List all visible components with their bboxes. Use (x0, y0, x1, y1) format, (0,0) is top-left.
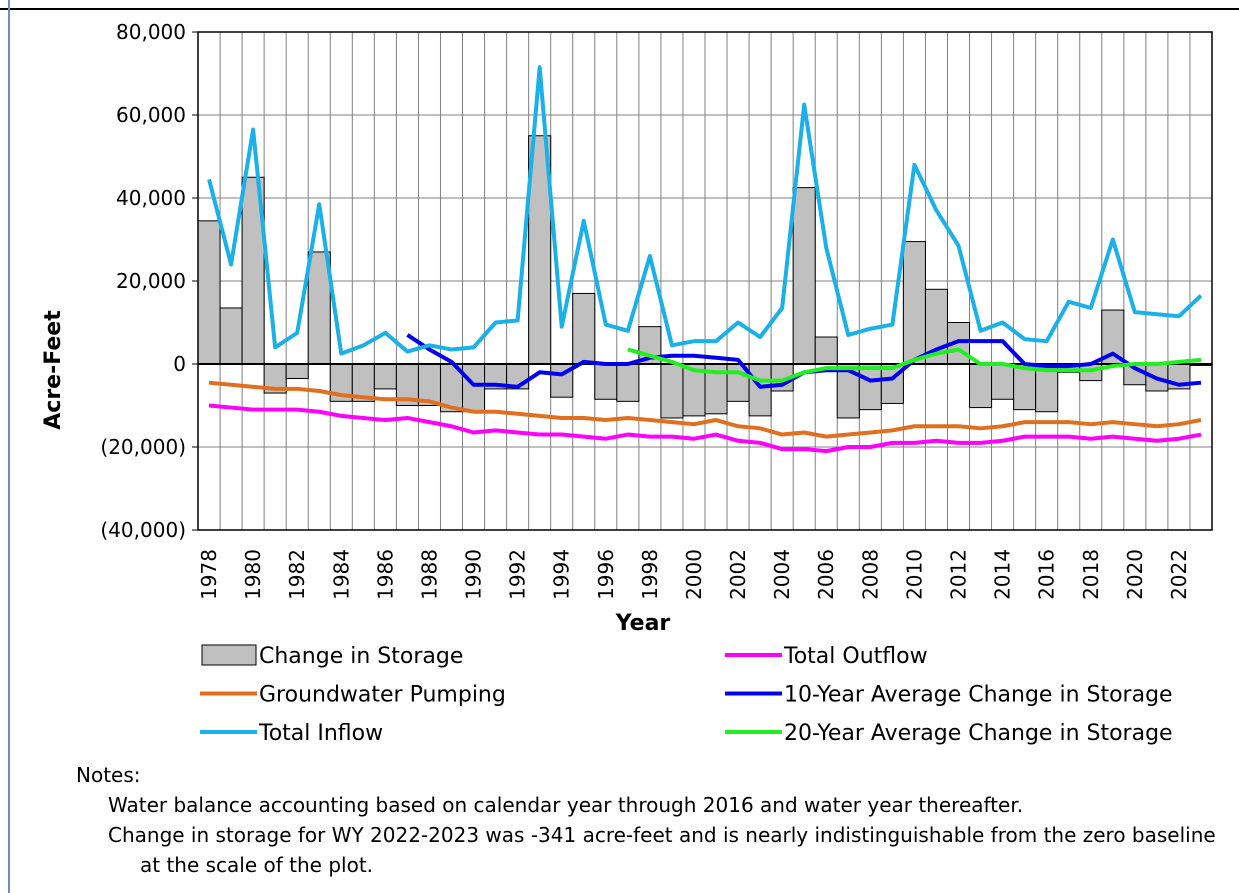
bar (991, 363, 1015, 400)
legend-swatch (201, 644, 257, 666)
notes-heading: Notes: (76, 763, 141, 787)
bar (594, 363, 618, 400)
bar (373, 363, 397, 390)
x-tick-label: 2012 (947, 549, 971, 600)
x-tick-label: 1980 (241, 549, 265, 600)
line (208, 403, 1202, 454)
line (627, 347, 1202, 383)
y-tick-label: 60,000 (116, 103, 186, 127)
bar (792, 187, 816, 365)
x-tick-label: 1992 (506, 549, 530, 600)
legend-label: Total Inflow (258, 721, 383, 746)
x-tick-label: 1982 (285, 549, 309, 600)
y-tick-label: 40,000 (116, 186, 186, 210)
x-tick-label: 2020 (1123, 549, 1147, 600)
plot-border (197, 31, 1213, 531)
x-tick-label: 2016 (1035, 549, 1059, 600)
bar (660, 363, 684, 419)
x-tick-label: 2002 (726, 549, 750, 600)
legend-label: 20-Year Average Change in Storage (784, 721, 1173, 746)
x-tick-label: 1988 (417, 549, 441, 600)
x-tick-label: 2022 (1167, 549, 1191, 600)
bar (748, 363, 772, 417)
legend-label: 10-Year Average Change in Storage (784, 683, 1173, 708)
x-tick-label: 1978 (197, 549, 221, 600)
x-tick-label: 2006 (814, 549, 838, 600)
y-tick-label: (20,000) (100, 435, 186, 459)
x-tick-label: 1994 (550, 549, 574, 600)
bar (616, 363, 640, 402)
bar (858, 363, 882, 411)
y-tick-label: 20,000 (116, 269, 186, 293)
y-tick-label: (40,000) (100, 518, 186, 542)
x-tick-label: 2004 (770, 549, 794, 600)
bar (285, 363, 309, 380)
bar (814, 336, 838, 365)
bar (902, 241, 926, 365)
y-tick-label: 80,000 (116, 20, 186, 44)
bar (969, 363, 993, 409)
x-axis-label: Year (615, 611, 671, 636)
x-tick-label: 2000 (682, 549, 706, 600)
bar (572, 292, 596, 365)
x-tick-label: 2014 (991, 549, 1015, 600)
legend-label: Total Outflow (783, 644, 928, 669)
note: Change in storage for WY 2022-2023 was -… (108, 823, 1216, 877)
x-tick-label: 2018 (1079, 549, 1103, 600)
y-axis-label: Acre-Feet (41, 310, 66, 430)
legend-label: Change in Storage (259, 644, 463, 669)
bar (462, 363, 486, 413)
bar (197, 220, 221, 365)
line (207, 65, 1203, 356)
x-tick-label: 1984 (329, 549, 353, 600)
x-tick-label: 2008 (858, 549, 882, 600)
x-tick-label: 1998 (638, 549, 662, 600)
line (208, 380, 1202, 439)
bar (219, 307, 243, 365)
y-tick-label: 0 (173, 352, 186, 376)
x-tick-label: 1990 (462, 549, 486, 600)
note: Water balance accounting based on calend… (108, 793, 1024, 817)
legend-label: Groundwater Pumping (259, 683, 506, 708)
x-tick-label: 1996 (594, 549, 618, 600)
x-tick-label: 2010 (902, 549, 926, 600)
x-tick-label: 1986 (373, 549, 397, 600)
